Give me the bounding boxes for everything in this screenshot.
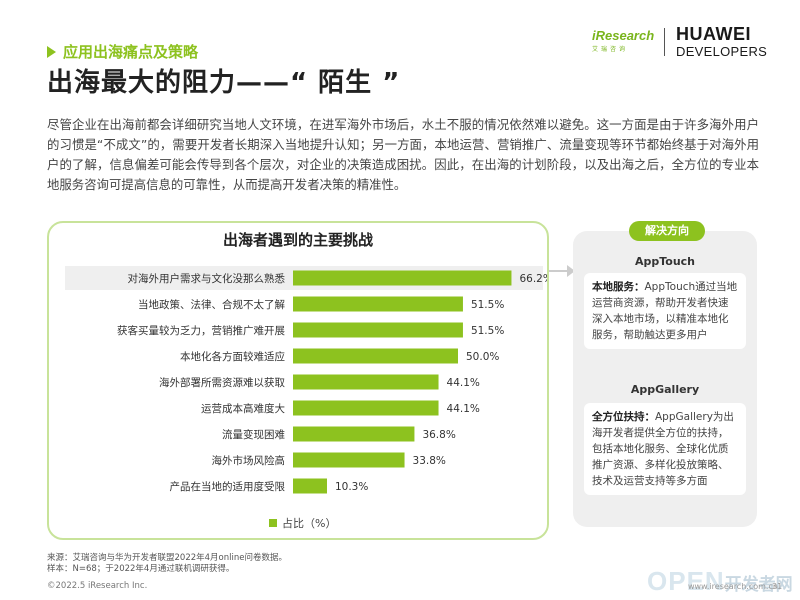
bar — [293, 478, 327, 494]
bar — [293, 400, 439, 416]
solution-description: AppGallery为出海开发者提供全方位的扶持，包括本地化服务、全球化优质推广… — [592, 411, 734, 487]
chart-panel: 出海者遇到的主要挑战 对海外用户需求与文化没那么熟悉 66.2% 当地政策、法律、合… — [47, 221, 549, 540]
legend-swatch — [269, 519, 277, 527]
bar-chart: 对海外用户需求与文化没那么熟悉 66.2% 当地政策、法律、合规不太了解 51.5% 获… — [65, 266, 547, 494]
play-arrow-icon — [47, 45, 56, 58]
value-label: 10.3% — [335, 481, 368, 493]
value-label: 51.5% — [471, 325, 504, 337]
bar — [293, 348, 458, 364]
bar — [293, 296, 463, 312]
value-label: 33.8% — [413, 455, 446, 467]
page-number: 31 — [772, 582, 783, 591]
solution-label: 本地服务： — [592, 281, 645, 293]
watermark-text: OPEN — [647, 566, 725, 596]
chart-title: 出海者遇到的主要挑战 — [222, 231, 373, 249]
solution-card-appgallery: 全方位扶持：AppGallery为出海开发者提供全方位的扶持，包括本地化服务、全… — [584, 403, 746, 495]
sample-line: 样本：N=68；于2022年4月通过联机调研获得。 — [47, 564, 235, 574]
solution-label: 全方位扶持： — [592, 411, 655, 423]
category-label: 产品在当地的适用度受限 — [170, 480, 286, 493]
value-label: 66.2% — [519, 273, 547, 285]
category-label: 海外市场风险高 — [212, 454, 286, 467]
developers-logo-text: DEVELOPERS — [676, 44, 768, 59]
value-label: 44.1% — [447, 403, 480, 415]
solution-description: AppTouch通过当地运营商资源，帮助开发者快速深入本地市场，以精准本地化服务… — [592, 281, 738, 341]
solution-name-appgallery: AppGallery — [630, 383, 700, 396]
category-label: 流量变现困难 — [222, 428, 285, 441]
category-label: 海外部署所需资源难以获取 — [159, 376, 285, 389]
arrow-right-icon — [549, 265, 575, 277]
solution-card-apptouch: 本地服务：AppTouch通过当地运营商资源，帮助开发者快速深入本地市场，以精准… — [584, 273, 746, 349]
section-tag: 应用出海痛点及策略 — [47, 41, 198, 62]
bar — [293, 452, 405, 468]
intro-paragraph: 尽管企业在出海前都会详细研究当地人文环境，在进军海外市场后，水土不服的情况依然难… — [47, 117, 759, 192]
bar — [293, 426, 415, 442]
category-label: 运营成本高难度大 — [201, 402, 285, 415]
site-url: www.iresearch.com.cn — [688, 582, 778, 591]
iresearch-logo: iResearch 艾瑞咨询 — [592, 28, 656, 58]
chart-legend: 占比（%） — [269, 515, 336, 531]
value-label: 51.5% — [471, 299, 504, 311]
value-label: 36.8% — [422, 429, 455, 441]
category-label: 本地化各方面较难适应 — [180, 350, 285, 363]
section-label: 应用出海痛点及策略 — [63, 43, 199, 61]
source-line: 来源：艾瑞咨询与华为开发者联盟2022年4月online问卷数据。 — [47, 553, 287, 563]
huawei-logo-text: HUAWEI — [676, 24, 751, 44]
solution-badge: 解决方向 — [629, 221, 705, 241]
iresearch-logo-subtext: 艾瑞咨询 — [592, 46, 629, 53]
page-title: 出海最大的阻力——“ 陌生 ” — [47, 68, 401, 98]
value-label: 44.1% — [447, 377, 480, 389]
value-label: 50.0% — [466, 351, 499, 363]
huawei-developers-logo: HUAWEI DEVELOPERS — [676, 24, 768, 60]
category-label: 当地政策、法律、合规不太了解 — [138, 298, 285, 311]
source-note: 来源：艾瑞咨询与华为开发者联盟2022年4月online问卷数据。 样本：N=6… — [47, 553, 287, 575]
copyright: ©2022.5 iResearch Inc. — [47, 581, 148, 591]
category-label: 对海外用户需求与文化没那么熟悉 — [128, 272, 286, 285]
bar — [293, 270, 512, 286]
solution-panel: 解决方向 AppTouch 本地服务：AppTouch通过当地运营商资源，帮助开… — [573, 221, 757, 527]
solution-name-apptouch: AppTouch — [634, 255, 696, 268]
legend-label: 占比（%） — [282, 517, 337, 530]
bar — [293, 322, 463, 338]
logo-divider — [664, 28, 665, 56]
iresearch-logo-text: iResearch — [592, 28, 655, 43]
category-label: 获客买量较为乏力，营销推广难开展 — [117, 324, 285, 337]
bar — [293, 374, 439, 390]
watermark: OPEN开发者网 — [647, 566, 793, 597]
watermark-cn-text: 开发者网 — [724, 575, 793, 594]
